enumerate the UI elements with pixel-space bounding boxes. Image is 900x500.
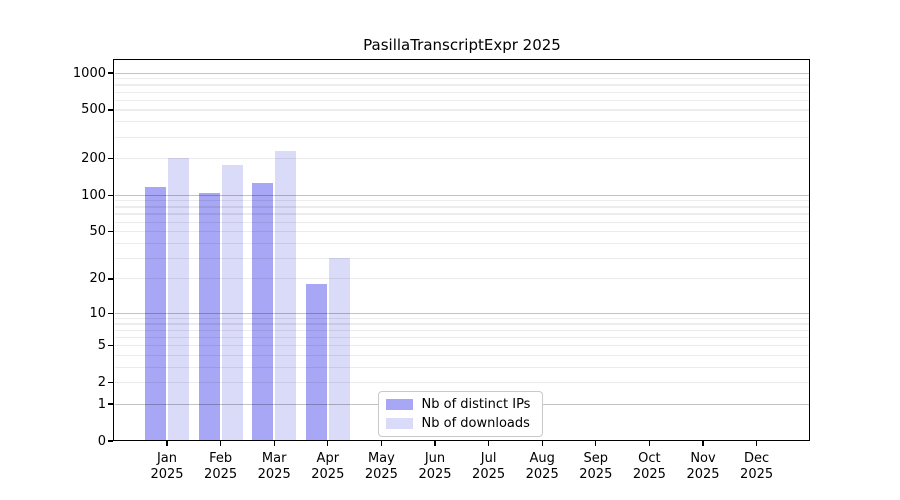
x-tick xyxy=(595,441,597,446)
legend-label-downloads: Nb of downloads xyxy=(421,415,530,431)
y-tick-label: 50 xyxy=(89,224,106,240)
legend-item-distinct-ips: Nb of distinct IPs xyxy=(385,396,534,412)
x-tick-label: Jan 2025 xyxy=(150,451,184,482)
x-tick-label: Apr 2025 xyxy=(311,451,345,482)
legend-item-downloads: Nb of downloads xyxy=(385,415,534,431)
x-tick-label: Sep 2025 xyxy=(579,451,613,482)
y-tick-label: 1000 xyxy=(72,65,106,81)
x-tick xyxy=(434,441,436,446)
x-tick-label: Aug 2025 xyxy=(525,451,559,482)
x-tick xyxy=(487,441,490,446)
x-tick-label: Jul 2025 xyxy=(472,451,506,482)
x-tick xyxy=(166,441,168,446)
plot-frame xyxy=(113,59,810,441)
y-tick-label: 100 xyxy=(81,187,106,203)
x-tick-label: Dec 2025 xyxy=(740,451,774,482)
chart-title: PasillaTranscriptExpr 2025 xyxy=(363,36,561,54)
y-tick-label: 5 xyxy=(97,338,106,354)
x-tick xyxy=(755,441,758,446)
x-tick-label: Nov 2025 xyxy=(686,451,720,482)
y-tick-label: 20 xyxy=(89,271,106,287)
y-tick-label: 500 xyxy=(81,102,106,118)
x-tick xyxy=(219,441,222,446)
x-tick xyxy=(648,441,651,446)
x-tick-label: Jun 2025 xyxy=(418,451,452,482)
x-tick xyxy=(541,441,543,446)
x-tick xyxy=(380,441,383,446)
x-tick-label: Oct 2025 xyxy=(632,451,666,482)
legend-label-distinct-ips: Nb of distinct IPs xyxy=(421,396,531,412)
x-tick xyxy=(702,441,704,446)
x-tick-label: Feb 2025 xyxy=(204,451,238,482)
x-tick-label: Mar 2025 xyxy=(257,451,291,482)
x-tick xyxy=(327,441,329,446)
y-tick-label: 10 xyxy=(89,305,106,321)
legend-swatch-downloads xyxy=(385,417,413,429)
y-tick-label: 2 xyxy=(97,375,106,390)
y-tick-label: 0 xyxy=(97,433,106,449)
y-tick-label: 200 xyxy=(81,151,106,167)
x-tick xyxy=(273,441,275,446)
x-tick-label: May 2025 xyxy=(364,451,398,482)
legend-swatch-distinct-ips xyxy=(385,398,413,410)
legend: Nb of distinct IPs Nb of downloads xyxy=(377,390,543,437)
y-tick-label: 1 xyxy=(97,396,106,412)
